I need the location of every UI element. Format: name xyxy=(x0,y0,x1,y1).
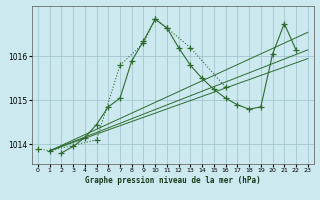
X-axis label: Graphe pression niveau de la mer (hPa): Graphe pression niveau de la mer (hPa) xyxy=(85,176,261,185)
